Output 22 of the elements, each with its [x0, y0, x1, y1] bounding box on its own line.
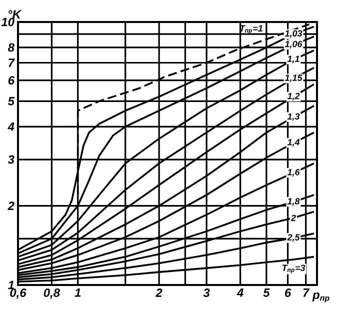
- y-tick-label: 2: [8, 202, 14, 210]
- y-tick-label: 5: [8, 97, 15, 106]
- y-tick-label: 3: [8, 155, 14, 164]
- y-tick-label: 8: [8, 43, 14, 52]
- x-tick-label: 0,8: [44, 288, 60, 299]
- x-axis-title: p$_{пр}$: [312, 292, 330, 302]
- y-axis-title: °K: [8, 10, 22, 18]
- y-tick-label: 7: [8, 58, 15, 67]
- x-tick-label: 6: [285, 288, 292, 297]
- series-label: 2: [290, 214, 296, 221]
- y-tick-label: 10: [1, 18, 14, 26]
- y-tick-label: 4: [8, 122, 14, 131]
- series-label: T$_{пр}$=3: [282, 264, 306, 274]
- y-tick-label: 1: [8, 280, 14, 290]
- x-tick-label: 0,6: [10, 288, 26, 299]
- x-tick-label: 1: [74, 288, 81, 297]
- x-tick-label: 3: [203, 288, 210, 297]
- x-tick-label: 4: [236, 288, 244, 297]
- x-tick-label: 7: [303, 288, 310, 297]
- y-tick-label: 6: [8, 76, 15, 85]
- x-tick-label: 2: [156, 288, 162, 297]
- x-tick-label: 5: [263, 288, 270, 297]
